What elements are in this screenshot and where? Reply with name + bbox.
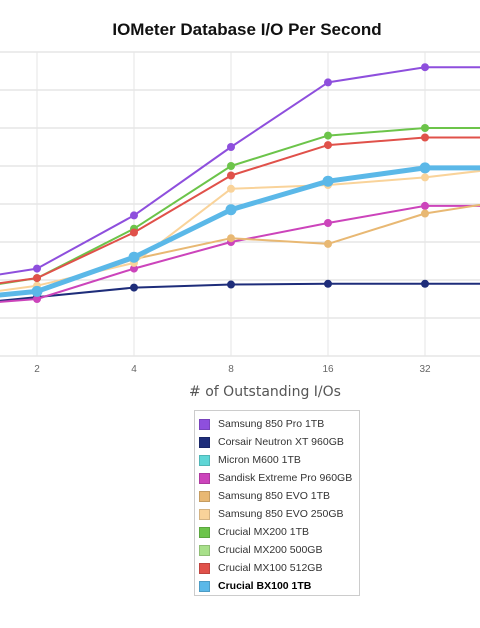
series-line	[0, 204, 480, 303]
series-samsung-850-pro-1tb	[0, 63, 480, 276]
data-point	[324, 131, 332, 140]
legend-swatch	[199, 418, 210, 430]
legend-swatch	[199, 508, 210, 520]
legend-swatch	[199, 454, 210, 466]
series-crucial-bx100-1tb	[0, 162, 480, 298]
data-point	[421, 279, 429, 288]
legend-label: Corsair Neutron XT 960GB	[218, 436, 344, 448]
legend-item[interactable]: Micron M600 1TB	[199, 451, 359, 469]
data-point	[130, 283, 138, 292]
data-point	[130, 211, 138, 220]
legend-item[interactable]: Corsair Neutron XT 960GB	[199, 433, 359, 451]
data-point	[421, 133, 429, 142]
legend-item[interactable]: Crucial MX200 500GB	[199, 541, 359, 559]
grid	[0, 51, 480, 357]
data-point	[33, 295, 41, 303]
series-layer	[0, 63, 480, 303]
legend-item[interactable]: Crucial MX200 1TB	[199, 523, 359, 541]
chart-title: IOMeter Database I/O Per Second	[112, 20, 382, 39]
data-point	[324, 141, 332, 150]
legend-swatch	[199, 562, 210, 574]
data-point	[324, 279, 332, 288]
series-crucial-mx200-1tb	[0, 124, 480, 285]
data-point	[227, 234, 235, 243]
legend-item[interactable]: Samsung 850 Pro 1TB	[199, 415, 359, 433]
x-tick-label: 2	[34, 364, 40, 375]
data-point	[130, 228, 138, 237]
data-point	[33, 274, 41, 283]
x-tick-label: 32	[419, 364, 431, 375]
legend-label: Samsung 850 EVO 250GB	[218, 508, 344, 520]
data-point	[324, 219, 332, 227]
data-point	[421, 124, 429, 132]
legend: Samsung 850 Pro 1TB Corsair Neutron XT 96…	[194, 410, 360, 596]
series-corsair-neutron-xt-960gb	[0, 279, 480, 302]
legend-swatch	[199, 544, 210, 556]
legend-swatch	[199, 436, 210, 448]
data-point	[33, 264, 41, 273]
series-line	[0, 136, 480, 285]
x-axis-label: # of Outstanding I/Os	[189, 384, 341, 400]
legend-label: Crucial MX100 512GB	[218, 562, 323, 574]
data-point	[130, 264, 138, 273]
legend-label: Micron M600 1TB	[218, 454, 301, 466]
data-point	[227, 184, 235, 193]
legend-label: Samsung 850 Pro 1TB	[218, 418, 325, 430]
data-point	[324, 78, 332, 87]
data-point	[227, 171, 235, 180]
x-tick-label: 16	[322, 364, 334, 375]
series-crucial-mx100-512gb	[0, 133, 480, 285]
data-point	[225, 204, 237, 216]
legend-label: Sandisk Extreme Pro 960GB	[218, 472, 353, 484]
legend-item[interactable]: Sandisk Extreme Pro 960GB	[199, 469, 359, 487]
data-point	[324, 239, 332, 248]
legend-item[interactable]: Crucial BX100 1TB	[199, 577, 359, 595]
data-point	[227, 280, 235, 289]
data-point	[322, 175, 334, 187]
data-point	[128, 251, 140, 263]
legend-item[interactable]: Crucial MX100 512GB	[199, 559, 359, 577]
data-point	[421, 209, 429, 218]
legend-item[interactable]: Samsung 850 EVO 1TB	[199, 487, 359, 505]
data-point	[31, 285, 43, 297]
data-point	[227, 143, 235, 151]
legend-swatch	[199, 490, 210, 502]
data-point	[421, 63, 429, 72]
legend-swatch	[199, 526, 210, 538]
data-point	[421, 173, 429, 182]
x-tick-labels: 2 4 8 16 32	[34, 364, 431, 375]
data-point	[227, 162, 235, 170]
x-tick-label: 4	[131, 364, 137, 375]
legend-label: Samsung 850 EVO 1TB	[218, 490, 331, 502]
x-tick-label: 8	[228, 364, 234, 375]
legend-swatch	[199, 580, 210, 592]
legend-item[interactable]: Samsung 850 EVO 250GB	[199, 505, 359, 523]
legend-label: Crucial BX100 1TB	[218, 580, 312, 592]
legend-label: Crucial MX200 1TB	[218, 526, 310, 538]
series-line	[0, 66, 480, 276]
data-point	[419, 162, 431, 174]
legend-label: Crucial MX200 500GB	[218, 544, 323, 556]
series-samsung-850-evo-250gb	[0, 169, 480, 292]
data-point	[421, 201, 429, 210]
legend-swatch	[199, 472, 210, 484]
series-line	[0, 127, 480, 285]
